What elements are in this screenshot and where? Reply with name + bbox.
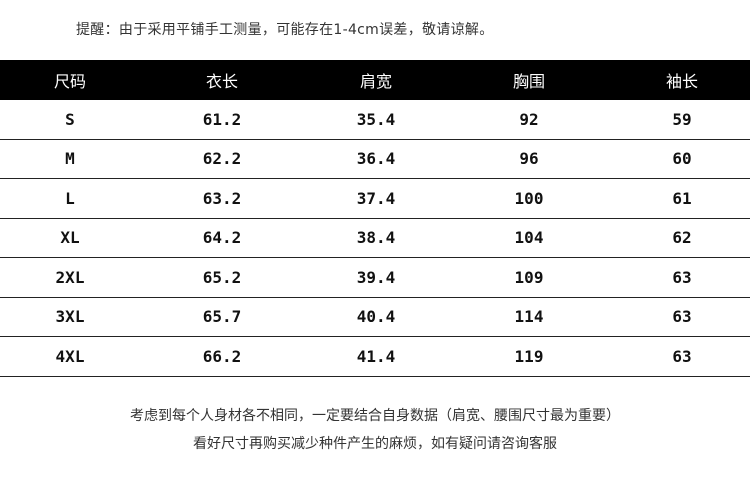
footer-line-1: 考虑到每个人身材各不相同，一定要结合自身数据（肩宽、腰围尺寸最为重要） <box>130 408 620 424</box>
cell-length: 65.2 <box>202 267 242 287</box>
cell-sleeve: 60 <box>672 149 692 169</box>
table-row: M 62.2 36.4 96 60 <box>0 140 750 179</box>
cell-sleeve: 63 <box>672 307 692 327</box>
cell-length: 65.7 <box>202 307 242 327</box>
cell-length: 64.2 <box>202 228 242 248</box>
cell-chest: 119 <box>514 346 544 366</box>
cell-length: 66.2 <box>202 346 242 366</box>
header-size: 尺码 <box>53 72 87 91</box>
cell-size: S <box>65 109 75 129</box>
cell-length: 62.2 <box>202 149 242 169</box>
cell-length: 63.2 <box>202 188 242 208</box>
cell-shoulder: 37.4 <box>356 188 396 208</box>
table-row: 2XL 65.2 39.4 109 63 <box>0 258 750 298</box>
cell-sleeve: 63 <box>672 346 692 366</box>
cell-chest: 96 <box>519 149 539 169</box>
cell-shoulder: 38.4 <box>356 228 396 248</box>
cell-size: L <box>65 188 75 208</box>
cell-shoulder: 35.4 <box>356 109 396 129</box>
cell-size: 2XL <box>55 267 85 287</box>
cell-size: 3XL <box>55 307 85 327</box>
cell-shoulder: 36.4 <box>356 149 396 169</box>
cell-length: 61.2 <box>202 109 242 129</box>
header-sleeve: 袖长 <box>665 72 699 91</box>
cell-size: 4XL <box>55 346 85 366</box>
table-row: 3XL 65.7 40.4 114 63 <box>0 298 750 337</box>
header-chest: 胸围 <box>512 72 546 91</box>
header-shoulder: 肩宽 <box>359 72 393 91</box>
table-row: L 63.2 37.4 100 61 <box>0 179 750 219</box>
footer-line-2: 看好尺寸再购买减少种件产生的麻烦，如有疑问请咨询客服 <box>193 436 557 452</box>
table-row: S 61.2 35.4 92 59 <box>0 100 750 140</box>
measurement-notice: 提醒：由于采用平铺手工测量，可能存在1-4cm误差，敬请谅解。 <box>76 22 494 38</box>
table-row: XL 64.2 38.4 104 62 <box>0 219 750 258</box>
cell-chest: 100 <box>514 188 544 208</box>
cell-size: XL <box>60 228 80 248</box>
cell-chest: 92 <box>519 109 539 129</box>
header-length: 衣长 <box>205 72 239 91</box>
footer-note: 考虑到每个人身材各不相同，一定要结合自身数据（肩宽、腰围尺寸最为重要） 看好尺寸… <box>0 402 750 458</box>
table-row: 4XL 66.2 41.4 119 63 <box>0 337 750 377</box>
cell-shoulder: 41.4 <box>356 346 396 366</box>
cell-sleeve: 62 <box>672 228 692 248</box>
cell-sleeve: 59 <box>672 109 692 129</box>
cell-size: M <box>65 149 75 169</box>
size-table: 尺码 衣长 肩宽 胸围 袖长 S 61.2 35.4 92 59 M 62.2 36.4 96 6… <box>0 60 750 377</box>
cell-sleeve: 61 <box>672 188 692 208</box>
cell-shoulder: 39.4 <box>356 267 396 287</box>
cell-chest: 114 <box>514 307 544 327</box>
cell-chest: 104 <box>514 228 544 248</box>
table-header: 尺码 衣长 肩宽 胸围 袖长 <box>0 60 750 100</box>
cell-chest: 109 <box>514 267 544 287</box>
cell-sleeve: 63 <box>672 267 692 287</box>
cell-shoulder: 40.4 <box>356 307 396 327</box>
